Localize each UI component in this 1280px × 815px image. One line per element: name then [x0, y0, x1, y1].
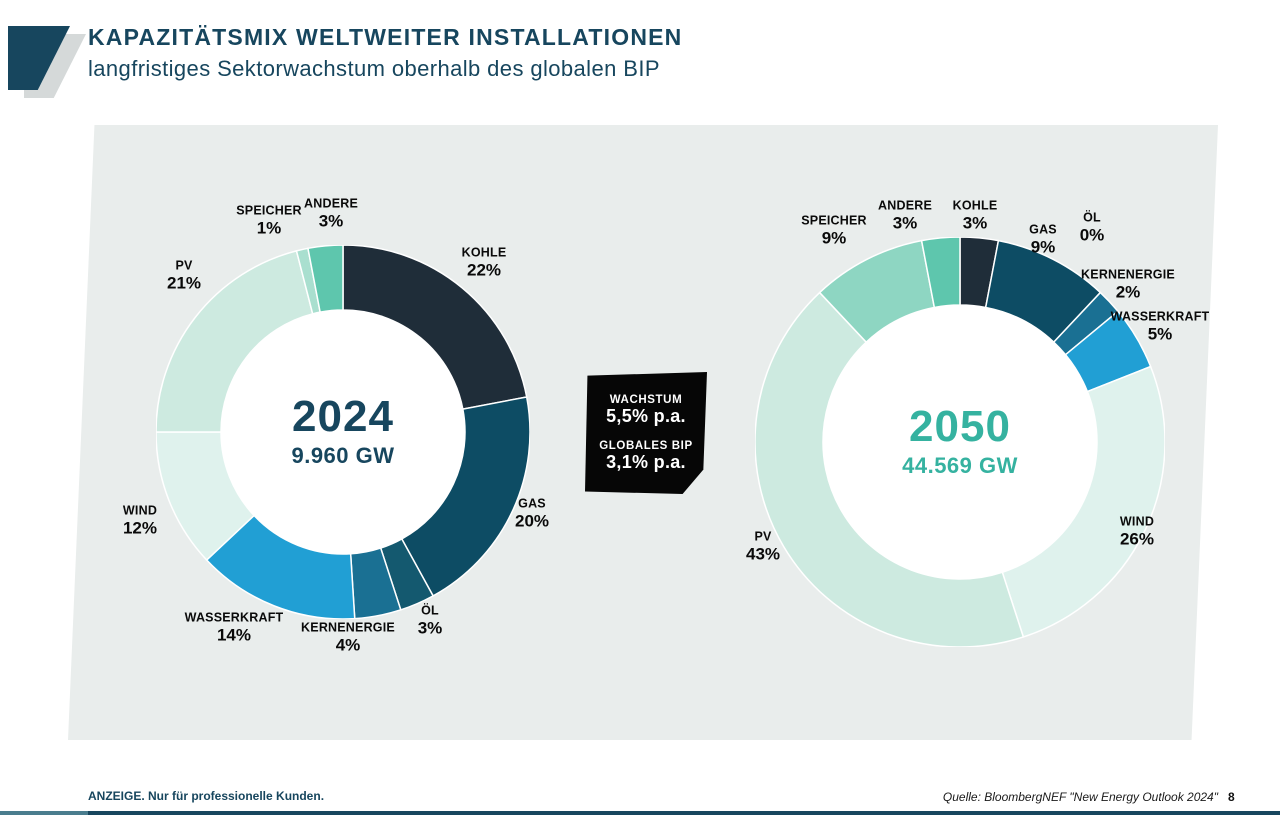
donut-chart-2024 [156, 245, 530, 619]
segment-percent: 5% [1147, 324, 1173, 344]
segment-name: PV [754, 529, 772, 544]
footer-source: Quelle: BloombergNEF "New Energy Outlook… [942, 790, 1218, 804]
segment-percent: 0% [1079, 225, 1105, 245]
footer-notice: ANZEIGE. Nur für professionelle Kunden. [88, 789, 325, 803]
segment-name: GAS [518, 496, 546, 511]
segment-percent: 9% [821, 228, 847, 248]
growth-label: WACHSTUM [609, 393, 683, 406]
segment-percent: 12% [122, 518, 158, 538]
growth-badge: WACHSTUM 5,5% p.a. GLOBALES BIP 3,1% p.a… [585, 372, 707, 494]
segment-label-2024-ÖL: ÖL 3% [418, 603, 443, 638]
segment-name: SPEICHER [236, 203, 302, 218]
segment-percent: 43% [745, 544, 781, 564]
segment-name: KOHLE [952, 198, 998, 213]
gdp-label: GLOBALES BIP [599, 439, 693, 452]
segment-label-2050-ANDERE: ANDERE 3% [878, 198, 932, 233]
segment-label-2024-PV: PV 21% [167, 258, 201, 293]
segment-label-2050-ÖL: ÖL 0% [1080, 210, 1105, 245]
segment-percent: 9% [1030, 237, 1056, 257]
segment-percent: 22% [466, 260, 502, 280]
donut-chart-2050 [755, 237, 1165, 647]
segment-label-2024-KOHLE: KOHLE 22% [462, 245, 507, 280]
segment-label-2024-WASSERKRAFT: WASSERKRAFT 14% [185, 610, 284, 645]
donut-total: 44.569 GW [902, 453, 1018, 478]
segment-label-2024-WIND: WIND 12% [123, 503, 157, 538]
segment-name: ÖL [1083, 210, 1101, 225]
donut-center-2024: 2024 9.960 GW [291, 395, 394, 469]
segment-percent: 3% [892, 213, 918, 233]
segment-name: KERNENERGIE [301, 620, 395, 635]
segment-name: WASSERKRAFT [184, 610, 284, 625]
donut-center-2050: 2050 44.569 GW [902, 405, 1018, 479]
segment-percent: 21% [166, 273, 202, 293]
segment-label-2024-GAS: GAS 20% [515, 496, 549, 531]
segment-percent: 26% [1119, 529, 1155, 549]
bottom-rule-accent [0, 811, 88, 815]
donut-year: 2024 [292, 392, 394, 441]
segment-percent: 20% [514, 511, 550, 531]
segment-name: PV [175, 258, 193, 273]
segment-label-2024-ANDERE: ANDERE 3% [304, 196, 358, 231]
segment-name: ANDERE [304, 196, 358, 211]
growth-value: 5,5% p.a. [606, 405, 686, 426]
logo [8, 26, 88, 98]
segment-percent: 14% [216, 625, 252, 645]
donut-total: 9.960 GW [291, 443, 395, 468]
page-number: 8 [1228, 790, 1235, 804]
segment-name: KOHLE [461, 245, 507, 260]
segment-label-2050-GAS: GAS 9% [1029, 222, 1057, 257]
slice-2050-WIND [1001, 365, 1165, 638]
segment-name: KERNENERGIE [1081, 267, 1175, 282]
segment-percent: 3% [417, 618, 443, 638]
slice-2050-ANDERE [920, 237, 961, 309]
segment-name: ANDERE [878, 198, 932, 213]
segment-label-2050-PV: PV 43% [746, 529, 780, 564]
donut-hole-2024 [221, 310, 465, 554]
segment-name: ÖL [421, 603, 439, 618]
segment-percent: 1% [256, 218, 282, 238]
segment-name: GAS [1029, 222, 1057, 237]
segment-percent: 3% [962, 213, 988, 233]
segment-percent: 3% [318, 211, 344, 231]
segment-percent: 2% [1115, 282, 1141, 302]
segment-label-2050-WASSERKRAFT: WASSERKRAFT 5% [1111, 309, 1210, 344]
segment-name: SPEICHER [801, 213, 867, 228]
donut-hole-2050 [823, 305, 1097, 579]
segment-label-2024-SPEICHER: SPEICHER 1% [236, 203, 302, 238]
segment-label-2050-SPEICHER: SPEICHER 9% [801, 213, 867, 248]
segment-name: WIND [1119, 514, 1155, 529]
bottom-rule [0, 811, 1280, 815]
slice-2050-PV [755, 291, 1025, 647]
segment-name: WASSERKRAFT [1110, 309, 1210, 324]
segment-percent: 4% [335, 635, 361, 655]
segment-label-2050-WIND: WIND 26% [1120, 514, 1154, 549]
segment-label-2050-KERNENERGIE: KERNENERGIE 2% [1081, 267, 1175, 302]
segment-name: WIND [122, 503, 158, 518]
gdp-value: 3,1% p.a. [606, 451, 686, 472]
page-title: KAPAZITÄTSMIX WELTWEITER INSTALLATIONEN [88, 24, 683, 50]
page-subtitle: langfristiges Sektorwachstum oberhalb de… [88, 56, 660, 81]
segment-label-2050-KOHLE: KOHLE 3% [953, 198, 998, 233]
slice-2024-ANDERE [307, 245, 344, 314]
segment-label-2024-KERNENERGIE: KERNENERGIE 4% [301, 620, 395, 655]
donut-year: 2050 [909, 402, 1011, 451]
